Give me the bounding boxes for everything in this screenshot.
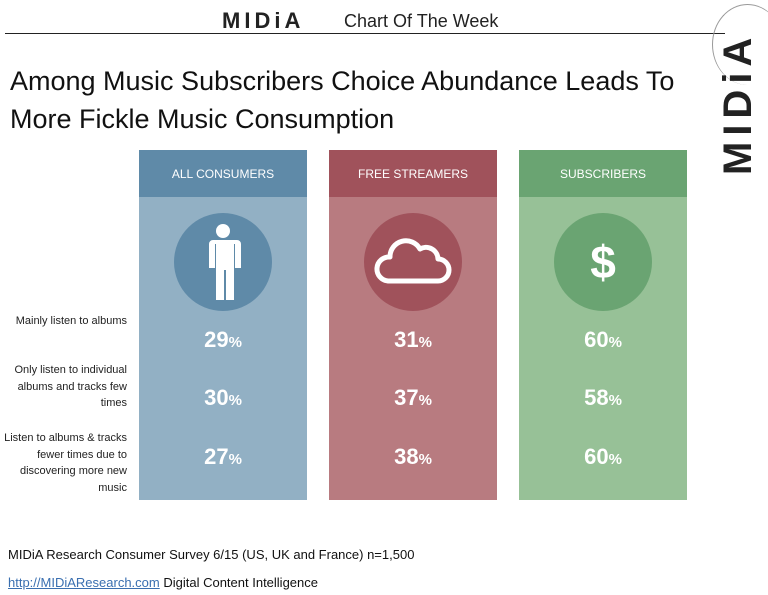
dollar-icon: $	[554, 213, 652, 311]
value-unit: %	[608, 451, 622, 468]
row-label: Only listen to individual albums and tra…	[14, 364, 127, 409]
value-number: 60	[584, 327, 609, 352]
value-unit: %	[418, 334, 432, 351]
value-unit: %	[228, 392, 242, 409]
footer-line: http://MIDiAResearch.com Digital Content…	[8, 575, 318, 590]
value-number: 60	[584, 444, 609, 469]
tagline: Digital Content Intelligence	[163, 575, 318, 590]
header-divider	[5, 33, 725, 34]
value-number: 30	[204, 385, 229, 410]
value-number: 29	[204, 327, 229, 352]
value-cell: 29%	[139, 327, 307, 353]
cloud-icon	[364, 213, 462, 311]
column-body: 31% 37% 38%	[329, 197, 497, 500]
value-number: 27	[204, 444, 229, 469]
column-body: 29% 30% 27%	[139, 197, 307, 500]
value-cell: 60%	[519, 327, 687, 353]
source-note: MIDiA Research Consumer Survey 6/15 (US,…	[8, 547, 415, 562]
midia-side-logo: MIDiA	[716, 31, 760, 175]
logo-arc	[712, 4, 768, 85]
value-unit: %	[418, 451, 432, 468]
value-number: 37	[394, 385, 419, 410]
value-number: 31	[394, 327, 419, 352]
value-number: 38	[394, 444, 419, 469]
website-link[interactable]: http://MIDiAResearch.com	[8, 575, 160, 590]
value-number: 58	[584, 385, 609, 410]
value-unit: %	[228, 334, 242, 351]
column-free-streamers: FREE STREAMERS 31% 37% 38%	[329, 150, 497, 500]
row-label: Listen to albums & tracks fewer times du…	[4, 432, 127, 494]
column-header: SUBSCRIBERS	[519, 150, 687, 197]
value-cell: 58%	[519, 385, 687, 411]
value-cell: 31%	[329, 327, 497, 353]
value-cell: 60%	[519, 444, 687, 470]
column-body: $60% 58% 60%	[519, 197, 687, 500]
column-subscribers: SUBSCRIBERS $60% 58% 60%	[519, 150, 687, 500]
value-cell: 38%	[329, 444, 497, 470]
value-cell: 30%	[139, 385, 307, 411]
midia-logo: MIDiA	[222, 8, 305, 33]
column-header: FREE STREAMERS	[329, 150, 497, 197]
value-unit: %	[608, 334, 622, 351]
column-header: ALL CONSUMERS	[139, 150, 307, 197]
value-unit: %	[418, 392, 432, 409]
column-all-consumers: ALL CONSUMERS 29% 30% 27%	[139, 150, 307, 500]
page-title: Among Music Subscribers Choice Abundance…	[10, 66, 675, 134]
value-unit: %	[608, 392, 622, 409]
chart-of-the-week-label: Chart Of The Week	[344, 11, 499, 31]
value-cell: 37%	[329, 385, 497, 411]
row-label: Mainly listen to albums	[15, 315, 127, 327]
value-unit: %	[228, 451, 242, 468]
person-icon	[174, 213, 272, 311]
value-cell: 27%	[139, 444, 307, 470]
